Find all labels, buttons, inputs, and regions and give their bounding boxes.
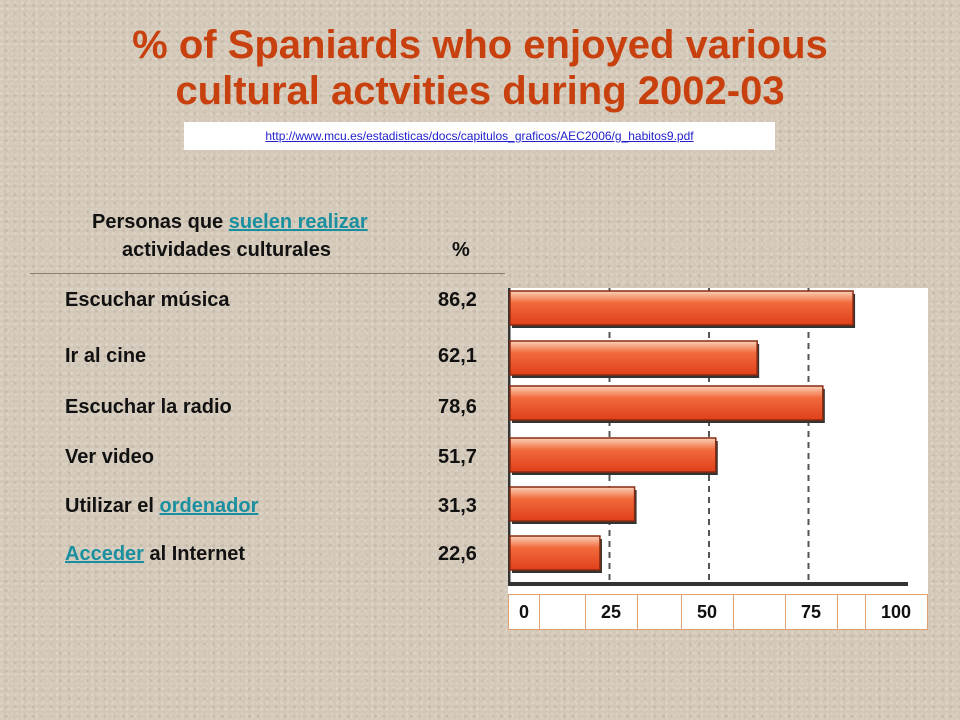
tick-separator [733, 595, 734, 629]
x-axis-strip: 0 25 50 75 100 [508, 594, 928, 630]
table-header: Personas que suelen realizar actividades… [30, 207, 505, 274]
tick-separator [637, 595, 638, 629]
tick-separator [785, 595, 786, 629]
bar-chart-panel [508, 288, 928, 606]
row-label-video: Ver video [65, 446, 154, 468]
row-label-internet-suffix: al Internet [143, 543, 246, 565]
row-label-internet: Acceder al Internet [65, 542, 245, 566]
source-link-box: http://www.mcu.es/estadisticas/docs/capi… [184, 122, 775, 150]
row-value-musica: 86,2 [438, 289, 477, 311]
tick-separator [539, 595, 540, 629]
bar [509, 385, 824, 421]
row-value-video: 51,7 [438, 446, 477, 468]
bar [509, 290, 854, 326]
row-value-radio: 78,6 [438, 396, 477, 418]
tick-separator [865, 595, 866, 629]
row-value-cine: 62,1 [438, 345, 477, 367]
ordenador-link[interactable]: ordenador [159, 495, 259, 517]
row-label-ordenador: Utilizar el ordenador [65, 494, 258, 518]
x-tick-label-25: 25 [600, 602, 622, 622]
tick-separator [585, 595, 586, 629]
x-tick-label-100: 100 [880, 602, 912, 622]
x-tick-label-50: 50 [696, 602, 718, 622]
row-label-musica: Escuchar música [65, 289, 230, 311]
x-tick-label-75: 75 [800, 602, 822, 622]
header-percent: % [452, 239, 470, 261]
bar [509, 535, 601, 571]
header-line-2: actividades culturales [122, 239, 331, 261]
bar [509, 340, 758, 376]
header-link[interactable]: suelen realizar [228, 211, 368, 233]
tick-separator [837, 595, 838, 629]
row-label-cine: Ir al cine [65, 345, 147, 367]
header-prefix: Personas que [92, 211, 229, 233]
bar [509, 486, 636, 522]
row-value-ordenador: 31,3 [438, 495, 477, 517]
bar [509, 437, 717, 473]
row-label-ordenador-prefix: Utilizar el [65, 495, 160, 517]
x-tick-label-0: 0 [518, 602, 529, 622]
acceder-link[interactable]: Acceder [65, 543, 144, 565]
bar-chart [508, 288, 908, 586]
row-value-internet: 22,6 [438, 543, 477, 565]
source-link[interactable]: http://www.mcu.es/estadisticas/docs/capi… [265, 129, 694, 143]
chart-title: % of Spaniards who enjoyed various cultu… [132, 23, 828, 113]
header-line-1: Personas que suelen realizar [92, 211, 368, 234]
tick-separator [681, 595, 682, 629]
row-label-radio: Escuchar la radio [65, 396, 232, 418]
